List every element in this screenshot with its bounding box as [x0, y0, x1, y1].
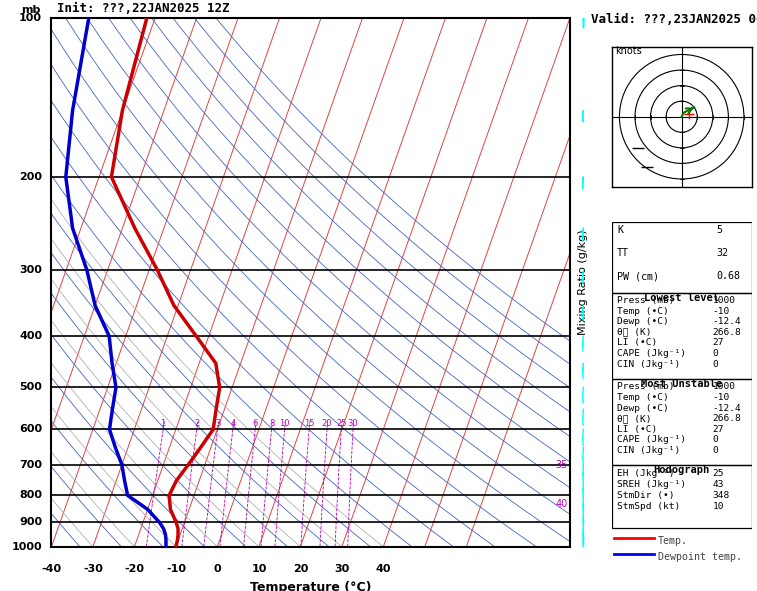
Text: 1: 1: [160, 419, 166, 428]
Text: 266.8: 266.8: [712, 328, 741, 337]
Text: 30: 30: [347, 419, 358, 428]
Text: Most Unstable: Most Unstable: [641, 379, 722, 389]
Text: 27: 27: [712, 425, 724, 434]
Text: 25: 25: [712, 469, 724, 478]
Text: Dewpoint temp.: Dewpoint temp.: [658, 552, 742, 562]
Text: 40: 40: [556, 499, 568, 509]
Text: Valid: ???,23JAN2025 06Z: Valid: ???,23JAN2025 06Z: [591, 13, 757, 26]
Text: 700: 700: [19, 460, 42, 470]
Text: 5: 5: [717, 225, 723, 235]
Text: Temp (•C): Temp (•C): [617, 307, 669, 316]
Text: Press (mb): Press (mb): [617, 382, 674, 391]
Text: Temp (•C): Temp (•C): [617, 393, 669, 402]
Text: 40: 40: [375, 564, 391, 574]
Text: 10: 10: [279, 419, 290, 428]
Text: 3: 3: [215, 419, 220, 428]
Text: -40: -40: [42, 564, 61, 574]
Text: CIN (Jkg⁻¹): CIN (Jkg⁻¹): [617, 359, 681, 369]
Text: 300: 300: [19, 265, 42, 275]
Text: K: K: [617, 225, 623, 235]
Text: PW (cm): PW (cm): [617, 271, 659, 281]
Text: CIN (Jkg⁻¹): CIN (Jkg⁻¹): [617, 446, 681, 455]
Text: 1000: 1000: [712, 382, 736, 391]
Text: 43: 43: [712, 480, 724, 489]
Text: 20: 20: [322, 419, 332, 428]
Text: LI (•C): LI (•C): [617, 339, 658, 348]
Text: 6: 6: [253, 419, 258, 428]
Text: 15: 15: [304, 419, 314, 428]
Text: 27: 27: [712, 339, 724, 348]
Text: 32: 32: [717, 248, 729, 258]
Text: Temp.: Temp.: [658, 536, 688, 546]
Text: Dewp (•C): Dewp (•C): [617, 404, 669, 413]
Text: CAPE (Jkg⁻¹): CAPE (Jkg⁻¹): [617, 349, 687, 358]
Text: 0.68: 0.68: [717, 271, 740, 281]
Text: 400: 400: [19, 331, 42, 341]
Bar: [612, 465, 752, 528]
Text: -12.4: -12.4: [712, 317, 741, 326]
Text: knots: knots: [615, 47, 641, 57]
Text: -10: -10: [712, 393, 730, 402]
Text: 8: 8: [269, 419, 274, 428]
Text: Mixing Ratio (g/kg): Mixing Ratio (g/kg): [578, 229, 587, 335]
Text: Press (mb): Press (mb): [617, 296, 674, 305]
Text: 0: 0: [712, 446, 718, 455]
Text: -20: -20: [124, 564, 145, 574]
Text: θᴇ (K): θᴇ (K): [617, 414, 652, 423]
Text: 25: 25: [336, 419, 347, 428]
Text: 30: 30: [335, 564, 350, 574]
Text: 500: 500: [19, 382, 42, 392]
Text: Init: ???,22JAN2025 12Z: Init: ???,22JAN2025 12Z: [57, 2, 229, 15]
Text: Hodograph: Hodograph: [653, 465, 710, 475]
Text: 4: 4: [230, 419, 235, 428]
Text: 1000: 1000: [11, 542, 42, 551]
Text: Lowest level: Lowest level: [644, 293, 719, 303]
Text: SREH (Jkg⁻¹): SREH (Jkg⁻¹): [617, 480, 687, 489]
Text: 20: 20: [293, 564, 308, 574]
Text: -10: -10: [166, 564, 186, 574]
Bar: [612, 222, 752, 293]
Text: 0: 0: [712, 359, 718, 369]
Text: 1000: 1000: [712, 296, 736, 305]
Text: θᴇ (K): θᴇ (K): [617, 328, 652, 337]
Text: 0: 0: [712, 436, 718, 444]
Text: 600: 600: [19, 424, 42, 434]
Text: 800: 800: [19, 491, 42, 501]
Text: 10: 10: [251, 564, 266, 574]
Text: StmDir (•): StmDir (•): [617, 491, 674, 500]
Text: Temperature (°C): Temperature (°C): [250, 581, 372, 591]
Bar: [612, 293, 752, 379]
Text: 0: 0: [712, 349, 718, 358]
Text: StmSpd (kt): StmSpd (kt): [617, 502, 681, 511]
Text: EH (Jkg⁻¹): EH (Jkg⁻¹): [617, 469, 674, 478]
Text: 900: 900: [19, 518, 42, 528]
Text: Dewp (•C): Dewp (•C): [617, 317, 669, 326]
Text: -30: -30: [83, 564, 103, 574]
Text: -10: -10: [712, 307, 730, 316]
Text: mb: mb: [21, 5, 40, 15]
Bar: [612, 379, 752, 465]
Text: 348: 348: [712, 491, 730, 500]
Text: LI (•C): LI (•C): [617, 425, 658, 434]
Text: 2: 2: [194, 419, 199, 428]
Text: 35: 35: [556, 460, 568, 470]
Text: 266.8: 266.8: [712, 414, 741, 423]
Text: 0: 0: [213, 564, 221, 574]
Text: -12.4: -12.4: [712, 404, 741, 413]
Text: 10: 10: [712, 502, 724, 511]
Text: CAPE (Jkg⁻¹): CAPE (Jkg⁻¹): [617, 436, 687, 444]
Text: 200: 200: [19, 172, 42, 182]
Text: TT: TT: [617, 248, 629, 258]
Text: 100: 100: [19, 13, 42, 22]
